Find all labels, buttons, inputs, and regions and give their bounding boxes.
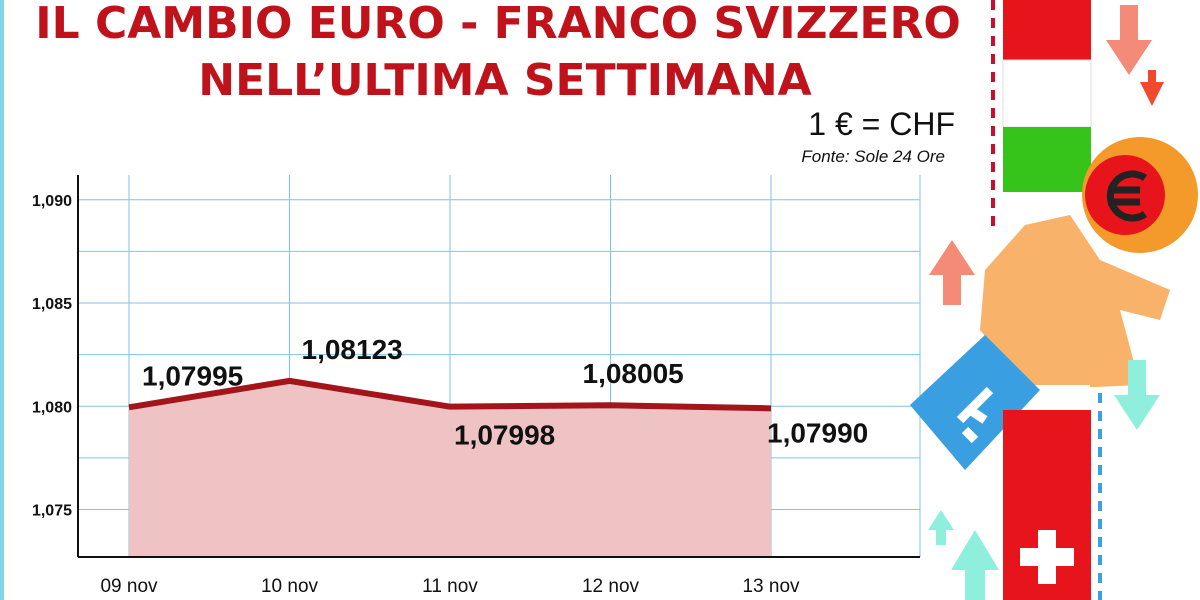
arrow-up xyxy=(929,240,975,305)
flag-white xyxy=(1002,59,1092,128)
value-label: 1,07995 xyxy=(142,360,243,391)
line xyxy=(128,377,772,412)
source: Fonte: Sole 24 Ore xyxy=(801,147,945,166)
x-tick-label: 09 nov xyxy=(100,576,158,597)
plot: 1,075 1,080 1,085 1,090 1,07995 1,08123 1,0799… xyxy=(32,175,921,597)
flag-green xyxy=(1003,127,1091,192)
value-label: 1,07998 xyxy=(454,420,555,451)
franc-icon xyxy=(956,386,994,444)
x-tick-label: 11 nov xyxy=(422,576,478,597)
swiss-cross xyxy=(1020,530,1074,584)
y-tick-label: 1,090 xyxy=(32,193,72,210)
flag-red xyxy=(1003,0,1091,60)
arrow-up xyxy=(928,510,954,545)
euro-icon xyxy=(1106,170,1148,222)
area xyxy=(129,380,771,557)
cuff xyxy=(1030,385,1090,410)
chart-title: IL CAMBIO EURO - FRANCO SVIZZERO xyxy=(35,0,961,49)
y-tick-label: 1,075 xyxy=(32,503,72,520)
y-tick-label: 1,085 xyxy=(32,296,72,313)
x-tick-label: 12 nov xyxy=(582,576,640,597)
arrow-up xyxy=(951,530,999,600)
unit-note: 1 € = CHF xyxy=(808,106,955,142)
x-tick-label: 10 nov xyxy=(261,576,319,597)
illustration xyxy=(910,0,1198,600)
value-label: 1,08123 xyxy=(302,334,403,365)
hands xyxy=(980,215,1170,390)
coin-face xyxy=(1085,155,1165,235)
frame-edge xyxy=(0,0,4,600)
value-label: 1,07990 xyxy=(767,417,868,448)
arrow-down xyxy=(1140,70,1164,106)
x-tick-label: 13 nov xyxy=(742,576,800,597)
chart-title: NELL’ULTIMA SETTIMANA xyxy=(198,55,811,106)
y-tick-label: 1,080 xyxy=(32,399,72,416)
arrow-down xyxy=(1106,5,1152,75)
value-label: 1,08005 xyxy=(583,358,684,389)
arrow-down xyxy=(1114,360,1160,430)
